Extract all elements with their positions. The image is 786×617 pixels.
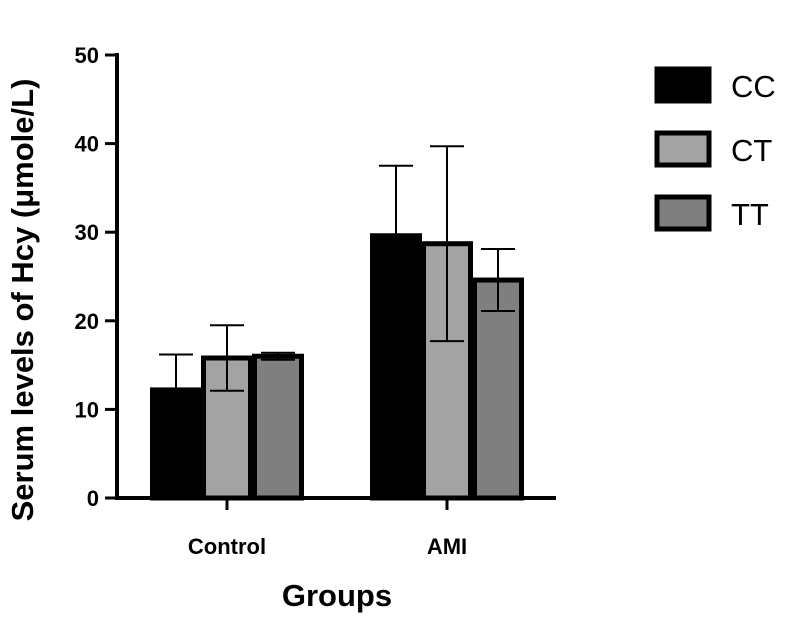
x-axis-title: Groups (282, 578, 392, 613)
bars (150, 233, 524, 501)
legend-swatch (654, 66, 712, 104)
y-tick-label: 30 (75, 220, 99, 245)
y-tick-label: 0 (87, 486, 99, 511)
bar (252, 353, 304, 501)
y-tick-label: 20 (75, 309, 99, 334)
y-axis-title: Serum levels of Hcy (μmole/L) (5, 79, 40, 522)
legend: CC CT TT (654, 66, 776, 232)
legend-label: CC (731, 69, 776, 104)
x-tick-label: Control (188, 534, 266, 559)
legend-swatch (654, 194, 712, 232)
x-tick-label: AMI (427, 534, 467, 559)
error-bars (159, 145, 515, 427)
bar (472, 277, 524, 501)
y-tick-label: 40 (75, 132, 99, 157)
y-tick-label: 50 (75, 43, 99, 68)
legend-label: CT (731, 133, 772, 168)
y-tick-label: 10 (75, 397, 99, 422)
legend-label: TT (731, 197, 769, 232)
legend-swatch (654, 130, 712, 168)
